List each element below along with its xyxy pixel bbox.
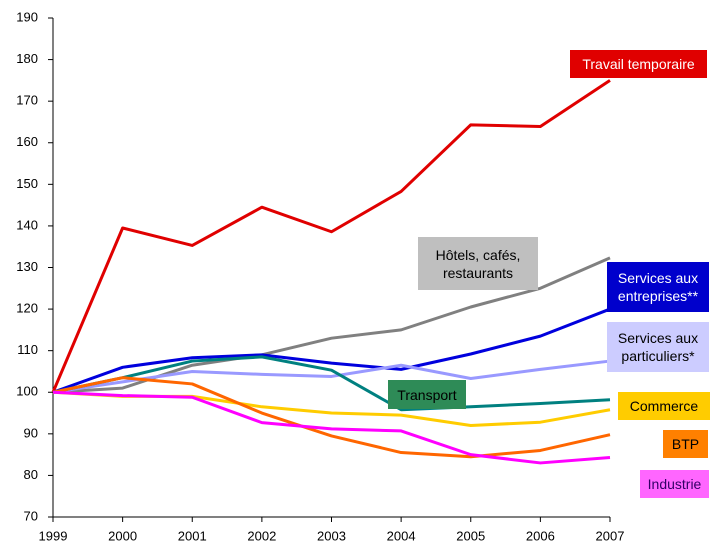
series-line [52, 307, 611, 394]
y-tick-label: 130 [16, 259, 38, 274]
y-tick-label: 140 [16, 217, 38, 232]
legend-label: Transport [388, 380, 466, 409]
legend-label: Hôtels, cafés, restaurants [418, 237, 538, 290]
x-tick-label: 2004 [387, 528, 416, 543]
x-tick-label: 2000 [108, 528, 137, 543]
y-tick-label: 80 [24, 467, 38, 482]
y-tick-label: 180 [16, 51, 38, 66]
y-tick-label: 70 [24, 508, 38, 523]
y-tick-label: 90 [24, 425, 38, 440]
y-tick-label: 160 [16, 134, 38, 149]
x-tick-label: 2001 [178, 528, 207, 543]
legend-label: Services aux entreprises** [607, 262, 709, 312]
legend-label: Commerce [618, 392, 710, 420]
x-tick-label: 2002 [247, 528, 276, 543]
x-tick-label: 2005 [456, 528, 485, 543]
y-tick-label: 100 [16, 384, 38, 399]
legend-label: Industrie [640, 470, 709, 498]
y-tick-label: 150 [16, 176, 38, 191]
series-line [52, 390, 611, 465]
series-line [51, 79, 611, 393]
y-tick-label: 190 [16, 9, 38, 24]
x-tick-label: 2007 [596, 528, 625, 543]
x-tick-label: 2003 [317, 528, 346, 543]
x-tick-label: 2006 [526, 528, 555, 543]
x-tick-label: 1999 [39, 528, 68, 543]
y-tick-label: 170 [16, 93, 38, 108]
legend-label: BTP [663, 430, 708, 458]
legend-label: Travail temporaire [570, 50, 707, 78]
legend-label: Services aux particuliers* [607, 322, 709, 372]
y-tick-label: 120 [16, 301, 38, 316]
y-tick-label: 110 [17, 342, 38, 357]
series-line [52, 376, 611, 459]
series-line [52, 355, 611, 412]
